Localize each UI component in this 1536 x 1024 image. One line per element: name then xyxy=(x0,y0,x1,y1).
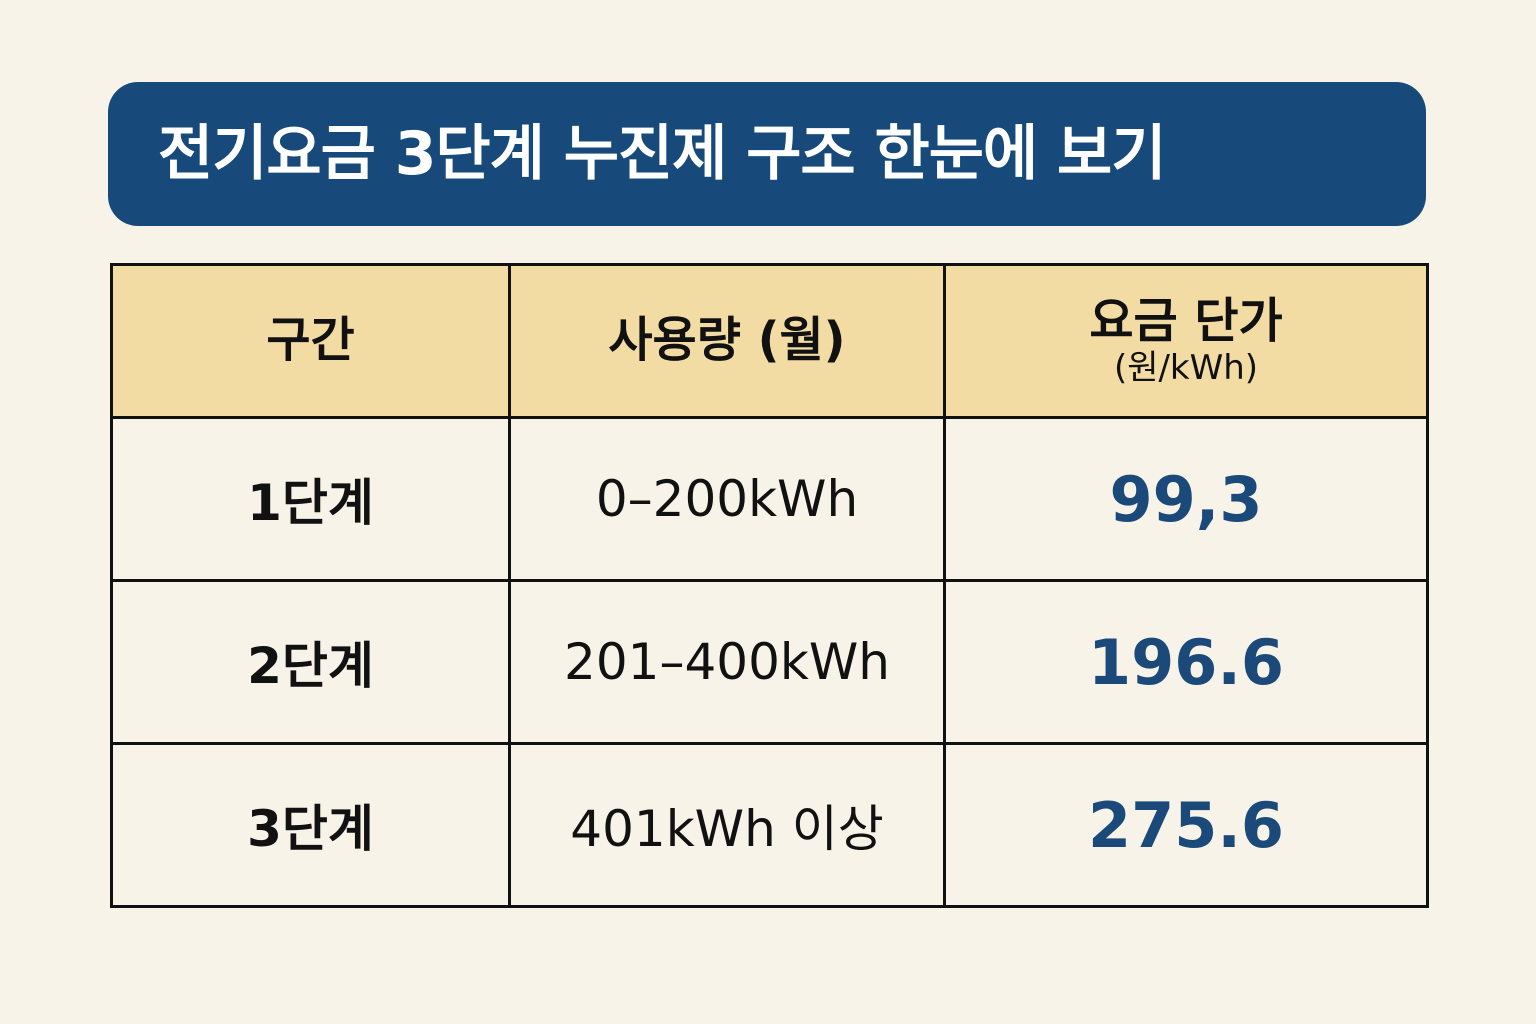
header-label: 사용량 (월) xyxy=(608,312,846,369)
column-header: 사용량 (월) xyxy=(508,263,946,419)
table-row: 2단계 201–400kWh 196.6 xyxy=(110,579,1429,745)
table-head: 구간 사용량 (월) 요금 단가 (원/kWh) xyxy=(110,263,1429,419)
column-header: 구간 xyxy=(110,263,511,419)
table-row: 3단계 401kWh 이상 275.6 xyxy=(110,742,1429,908)
usage-cell: 0–200kWh xyxy=(508,416,946,582)
header-row: 구간 사용량 (월) 요금 단가 (원/kWh) xyxy=(110,263,1429,419)
header-unit: (원/kWh) xyxy=(1113,348,1259,389)
usage-cell: 401kWh 이상 xyxy=(508,742,946,908)
rate-table: 구간 사용량 (월) 요금 단가 (원/kWh) 1단계 0–200kWh 99,3 2단계… xyxy=(110,263,1429,908)
header-label: 요금 단가 xyxy=(1089,292,1283,349)
header-label: 구간 xyxy=(266,312,355,369)
table-body: 1단계 0–200kWh 99,3 2단계 201–400kWh 196.6 3단계 401k… xyxy=(110,416,1429,908)
rate-cell: 99,3 xyxy=(943,416,1429,582)
rate-cell: 275.6 xyxy=(943,742,1429,908)
tier-cell: 1단계 xyxy=(110,416,511,582)
column-header: 요금 단가 (원/kWh) xyxy=(943,263,1429,419)
title-banner: 전기요금 3단계 누진제 구조 한눈에 보기 xyxy=(108,82,1426,226)
usage-cell: 201–400kWh xyxy=(508,579,946,745)
table-row: 1단계 0–200kWh 99,3 xyxy=(110,416,1429,582)
rate-cell: 196.6 xyxy=(943,579,1429,745)
tier-cell: 2단계 xyxy=(110,579,511,745)
tier-cell: 3단계 xyxy=(110,742,511,908)
title: 전기요금 3단계 누진제 구조 한눈에 보기 xyxy=(158,119,1166,189)
